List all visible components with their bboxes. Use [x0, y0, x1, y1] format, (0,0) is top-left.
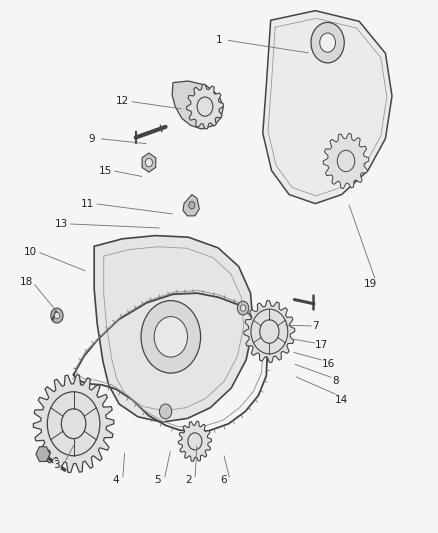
Text: 9: 9 [88, 134, 95, 143]
Text: 4: 4 [113, 475, 120, 484]
Circle shape [237, 301, 249, 315]
Text: 2: 2 [185, 475, 192, 484]
Text: 12: 12 [116, 96, 129, 106]
Polygon shape [33, 375, 114, 473]
Circle shape [260, 320, 279, 343]
Circle shape [61, 409, 86, 439]
Text: 3: 3 [53, 460, 60, 470]
Text: 5: 5 [154, 475, 161, 484]
Text: 19: 19 [364, 279, 377, 288]
Circle shape [51, 308, 63, 323]
Circle shape [154, 317, 187, 357]
Polygon shape [183, 195, 199, 216]
Text: 14: 14 [335, 395, 348, 405]
Polygon shape [323, 133, 369, 189]
Circle shape [159, 404, 172, 419]
Polygon shape [178, 421, 212, 462]
Circle shape [311, 22, 344, 63]
Polygon shape [187, 84, 223, 129]
Circle shape [197, 97, 213, 116]
Text: 18: 18 [20, 278, 33, 287]
Text: 8: 8 [332, 376, 339, 386]
Circle shape [320, 33, 336, 52]
Polygon shape [172, 81, 223, 129]
Text: 6: 6 [220, 475, 227, 484]
Text: 7: 7 [312, 321, 319, 331]
Circle shape [337, 150, 355, 172]
Text: 10: 10 [24, 247, 37, 256]
Text: 11: 11 [81, 199, 94, 208]
Circle shape [54, 312, 60, 319]
Text: 16: 16 [322, 359, 335, 368]
Text: 13: 13 [55, 219, 68, 229]
Text: 15: 15 [99, 166, 112, 175]
Circle shape [141, 301, 201, 373]
Polygon shape [94, 236, 253, 422]
Text: 1: 1 [215, 35, 223, 45]
Circle shape [189, 201, 195, 209]
Circle shape [145, 158, 152, 167]
Circle shape [188, 433, 202, 450]
Circle shape [240, 305, 246, 311]
Polygon shape [244, 301, 295, 362]
Polygon shape [263, 11, 392, 204]
Text: 17: 17 [315, 341, 328, 350]
